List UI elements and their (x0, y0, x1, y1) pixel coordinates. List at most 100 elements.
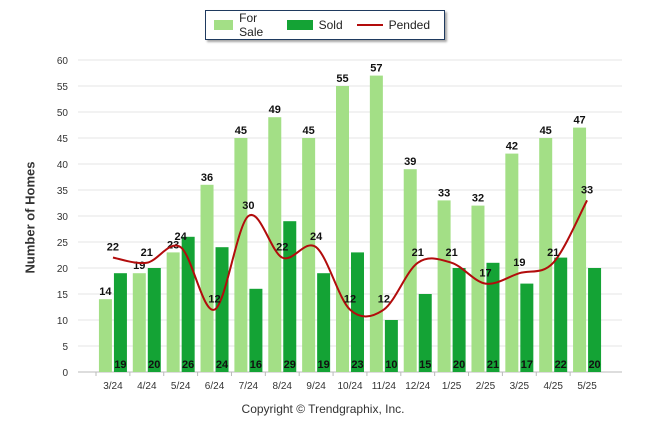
x-tick-label: 6/24 (205, 381, 225, 392)
label-pended: 17 (479, 268, 491, 280)
label-sold: 17 (521, 359, 533, 371)
label-pended: 12 (344, 294, 356, 306)
x-tick-label: 4/25 (543, 381, 563, 392)
bar-sold (384, 320, 398, 372)
y-tick-label: 0 (62, 368, 68, 379)
label-for-sale: 14 (99, 286, 112, 298)
label-pended: 19 (513, 257, 525, 269)
x-tick-label: 4/24 (137, 381, 157, 392)
label-for-sale: 57 (370, 63, 382, 75)
label-for-sale: 45 (303, 125, 315, 137)
label-pended: 12 (378, 294, 390, 306)
pended-line (112, 199, 588, 318)
legend: For Sale Sold Pended (205, 10, 445, 40)
bar-for-sale (166, 252, 180, 372)
label-for-sale: 39 (404, 156, 416, 168)
x-tick-label: 9/24 (306, 381, 326, 392)
legend-item-sold[interactable]: Sold (286, 18, 343, 32)
x-tick-label: 12/24 (405, 381, 430, 392)
bar-for-sale (573, 127, 587, 372)
label-sold: 10 (385, 359, 397, 371)
bar-for-sale (539, 138, 553, 372)
label-for-sale: 33 (438, 187, 450, 199)
y-tick-label: 55 (57, 82, 69, 93)
sold-swatch (286, 20, 313, 30)
label-pended: 22 (107, 242, 119, 254)
legend-label-pended: Pended (388, 18, 430, 32)
y-axis-label: Number of Homes (22, 161, 38, 274)
y-tick-label: 10 (57, 316, 69, 327)
label-sold: 20 (588, 359, 600, 371)
bar-sold (418, 294, 432, 372)
x-tick-label: 3/24 (103, 381, 123, 392)
label-sold: 26 (182, 359, 194, 371)
y-tick-label: 40 (57, 160, 69, 171)
bar-sold (486, 262, 500, 372)
bar-for-sale (505, 153, 519, 372)
label-sold: 24 (216, 359, 229, 371)
label-sold: 22 (555, 359, 567, 371)
label-sold: 20 (453, 359, 465, 371)
x-tick-label: 2/25 (476, 381, 496, 392)
x-tick-label: 10/24 (337, 381, 362, 392)
y-tick-label: 5 (62, 342, 68, 353)
label-for-sale: 32 (472, 193, 484, 205)
label-sold: 20 (148, 359, 160, 371)
label-sold: 19 (114, 359, 126, 371)
x-tick-label: 3/25 (510, 381, 530, 392)
label-pended: 21 (141, 247, 153, 259)
bar-sold (147, 268, 161, 372)
y-tick-label: 60 (57, 56, 69, 67)
bar-for-sale (268, 117, 282, 372)
legend-item-for-sale[interactable]: For Sale (214, 11, 273, 39)
bar-sold (452, 268, 466, 372)
y-tick-label: 25 (57, 238, 69, 249)
bar-for-sale (336, 86, 349, 372)
y-tick-label: 45 (57, 134, 69, 145)
legend-item-pended[interactable]: Pended (356, 18, 430, 32)
label-sold: 29 (284, 359, 296, 371)
bar-for-sale (98, 299, 112, 372)
bar-sold (520, 283, 534, 372)
bar-for-sale (200, 184, 214, 372)
label-for-sale: 47 (573, 115, 585, 127)
label-sold: 21 (487, 359, 499, 371)
bar-sold (351, 252, 364, 372)
label-sold: 16 (250, 359, 262, 371)
bar-sold (588, 268, 602, 372)
label-for-sale: 45 (235, 125, 247, 137)
label-pended: 21 (445, 247, 457, 259)
bar-sold (317, 273, 331, 372)
y-tick-label: 30 (57, 212, 69, 223)
bar-for-sale (437, 200, 451, 372)
label-for-sale: 36 (201, 172, 213, 184)
copyright-footer: Copyright © Trendgraphix, Inc. (241, 402, 405, 416)
y-tick-label: 15 (57, 290, 69, 301)
bar-sold (554, 257, 568, 372)
label-for-sale: 42 (506, 141, 518, 153)
label-sold: 19 (318, 359, 330, 371)
bar-sold (215, 247, 229, 372)
label-sold: 23 (351, 359, 363, 371)
label-pended: 21 (547, 247, 559, 259)
y-tick-label: 50 (57, 108, 69, 119)
bar-for-sale (471, 205, 485, 372)
label-pended: 21 (412, 247, 424, 259)
bar-sold (249, 288, 263, 372)
bar-for-sale (234, 138, 248, 372)
label-pended: 12 (208, 294, 220, 306)
label-sold: 15 (419, 359, 431, 371)
bar-for-sale (369, 75, 383, 372)
label-for-sale: 49 (269, 104, 281, 116)
x-tick-label: 5/25 (577, 381, 597, 392)
label-pended: 33 (581, 184, 593, 196)
bar-for-sale (132, 273, 146, 372)
legend-label-for-sale: For Sale (239, 11, 264, 39)
x-tick-label: 5/24 (171, 381, 191, 392)
bar-sold (181, 236, 195, 372)
bar-for-sale (302, 138, 316, 372)
x-tick-label: 8/24 (273, 381, 293, 392)
label-pended: 22 (276, 242, 288, 254)
x-tick-label: 11/24 (372, 381, 397, 392)
